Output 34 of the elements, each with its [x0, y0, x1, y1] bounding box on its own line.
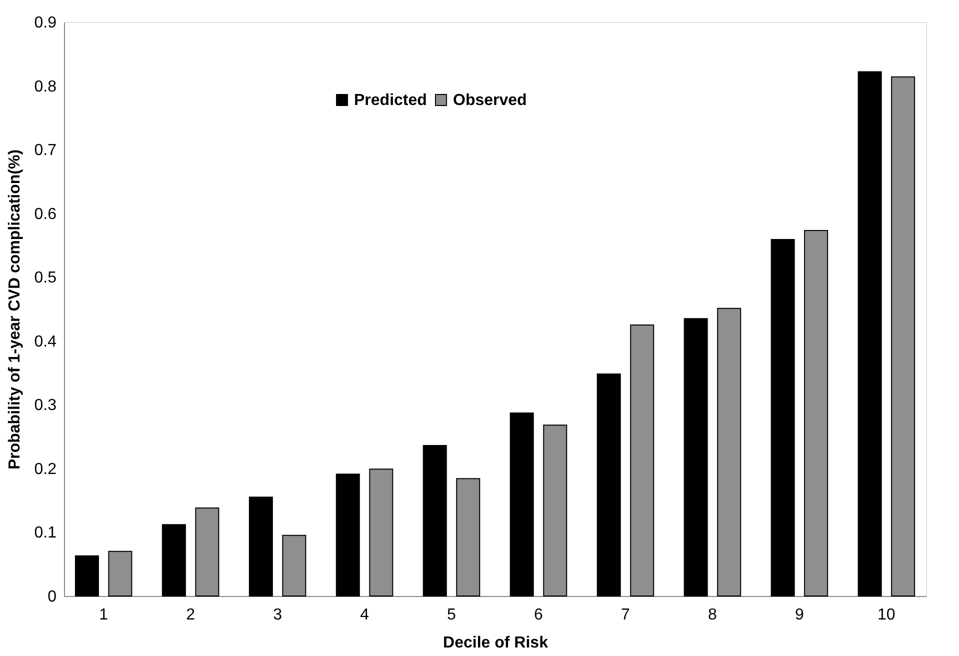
y-tick-label: 0.9	[34, 14, 57, 32]
y-tick-label: 0.3	[34, 397, 57, 414]
x-tick-label: 10	[878, 606, 896, 624]
bar	[596, 374, 621, 596]
x-tick-label: 6	[534, 606, 544, 624]
bar	[74, 555, 99, 596]
bar	[422, 444, 447, 596]
y-tick-label: 0.8	[34, 78, 57, 96]
legend-label: Observed	[453, 92, 527, 109]
bar	[336, 474, 360, 596]
bar	[162, 524, 186, 596]
x-tick-label: 9	[794, 606, 804, 624]
x-tick-label: 2	[186, 606, 196, 624]
y-tick-label: 0	[48, 588, 57, 606]
x-tick-label: 4	[360, 606, 370, 624]
x-tick-label: 7	[621, 606, 630, 624]
x-tick-label: 8	[708, 606, 718, 624]
bar	[248, 496, 273, 596]
y-tick-label: 0.2	[34, 460, 57, 478]
y-tick-label: 0.6	[34, 206, 57, 223]
y-tick-label: 0.5	[34, 270, 57, 287]
y-tick-label: 0.1	[34, 524, 57, 542]
bar	[858, 71, 882, 596]
y-tick-label: 0.7	[34, 142, 57, 160]
x-axis-title: Decile of Risk	[443, 634, 548, 652]
bar	[770, 238, 795, 596]
y-tick-label: 0.4	[34, 333, 57, 350]
x-tick-label: 3	[273, 606, 282, 624]
y-axis-title: Probability of 1-year CVD complication(%)	[6, 149, 24, 470]
bar	[510, 412, 534, 596]
x-tick-label: 5	[447, 606, 456, 624]
x-tick-label: 1	[99, 606, 108, 624]
bar	[684, 318, 708, 596]
legend-label: Predicted	[354, 92, 427, 109]
